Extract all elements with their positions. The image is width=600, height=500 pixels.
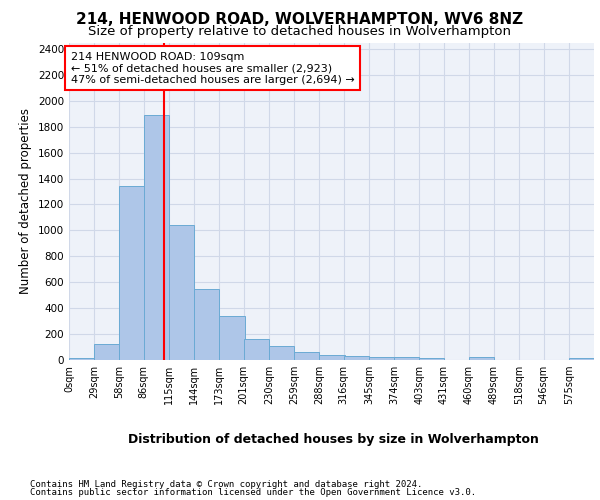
Bar bbox=[144, 115, 169, 360]
Bar bbox=[269, 346, 294, 360]
Bar bbox=[119, 186, 145, 360]
Bar bbox=[569, 358, 594, 360]
Text: 214 HENWOOD ROAD: 109sqm
← 51% of detached houses are smaller (2,923)
47% of sem: 214 HENWOOD ROAD: 109sqm ← 51% of detach… bbox=[71, 52, 355, 85]
Bar bbox=[344, 356, 369, 360]
Bar bbox=[194, 290, 220, 360]
Bar bbox=[394, 358, 419, 360]
Bar bbox=[419, 358, 445, 360]
Text: 214, HENWOOD ROAD, WOLVERHAMPTON, WV6 8NZ: 214, HENWOOD ROAD, WOLVERHAMPTON, WV6 8N… bbox=[76, 12, 524, 26]
Bar bbox=[469, 357, 494, 360]
Text: Size of property relative to detached houses in Wolverhampton: Size of property relative to detached ho… bbox=[89, 25, 511, 38]
Text: Contains HM Land Registry data © Crown copyright and database right 2024.: Contains HM Land Registry data © Crown c… bbox=[30, 480, 422, 489]
Bar bbox=[94, 344, 119, 360]
Y-axis label: Number of detached properties: Number of detached properties bbox=[19, 108, 32, 294]
Text: Contains public sector information licensed under the Open Government Licence v3: Contains public sector information licen… bbox=[30, 488, 476, 497]
Bar bbox=[294, 352, 319, 360]
Bar bbox=[220, 316, 245, 360]
Bar bbox=[244, 340, 269, 360]
Bar bbox=[169, 225, 194, 360]
Bar bbox=[69, 358, 94, 360]
Bar bbox=[369, 357, 394, 360]
Text: Distribution of detached houses by size in Wolverhampton: Distribution of detached houses by size … bbox=[128, 432, 538, 446]
Bar bbox=[319, 355, 344, 360]
